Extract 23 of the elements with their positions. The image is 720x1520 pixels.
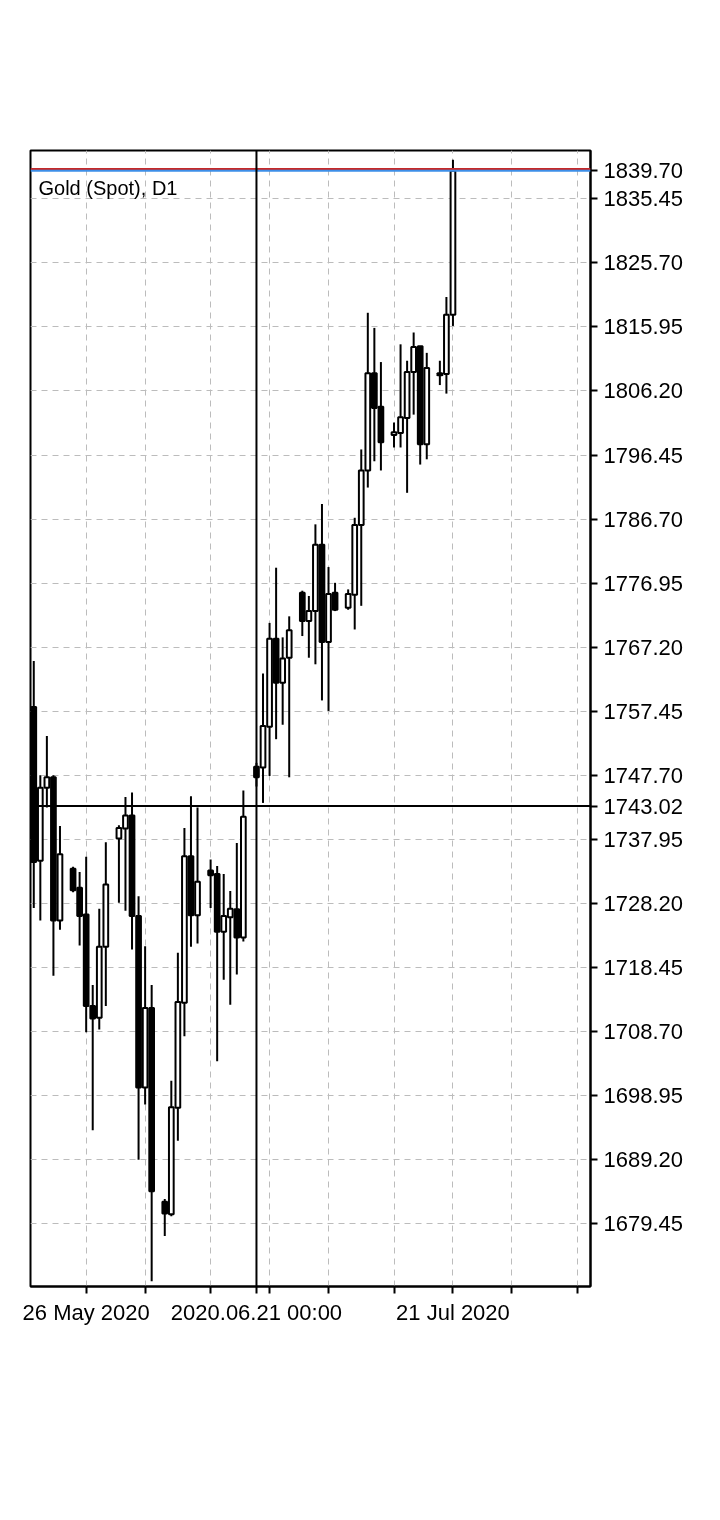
y-tick-label: 1806.20 <box>603 378 684 404</box>
y-tick-label: 1835.45 <box>603 186 684 212</box>
y-tick-label: 1796.45 <box>603 442 684 468</box>
y-tick-label: 1708.70 <box>603 1019 684 1045</box>
x-tick-label: 26 May 2020 <box>22 1299 150 1325</box>
ref-line-label: 1743.02 <box>603 793 684 819</box>
y-tick-label: 1815.95 <box>603 314 684 340</box>
y-tick-label: 1689.20 <box>603 1147 684 1173</box>
y-tick-label: 1718.45 <box>603 955 684 981</box>
text: Gold (Spot), D1 <box>38 176 178 199</box>
y-tick-label: 1698.95 <box>603 1083 684 1109</box>
y-tick-label: 1757.45 <box>603 698 684 724</box>
ref-line-label: 1839.70 <box>603 158 684 184</box>
y-tick-label: 1825.70 <box>603 250 684 276</box>
ref-line-label: 2020.06.21 00:00 <box>170 1299 343 1325</box>
y-tick-label: 1737.95 <box>603 826 684 852</box>
y-tick-label: 1767.20 <box>603 634 684 660</box>
y-tick-label: 1786.70 <box>603 506 684 532</box>
y-tick-label: 1679.45 <box>603 1211 684 1237</box>
y-tick-label: 1728.20 <box>603 890 684 916</box>
x-tick-label: 21 Jul 2020 <box>396 1299 510 1325</box>
y-tick-label: 1776.95 <box>603 570 684 596</box>
y-tick-label: 1747.70 <box>603 762 684 788</box>
